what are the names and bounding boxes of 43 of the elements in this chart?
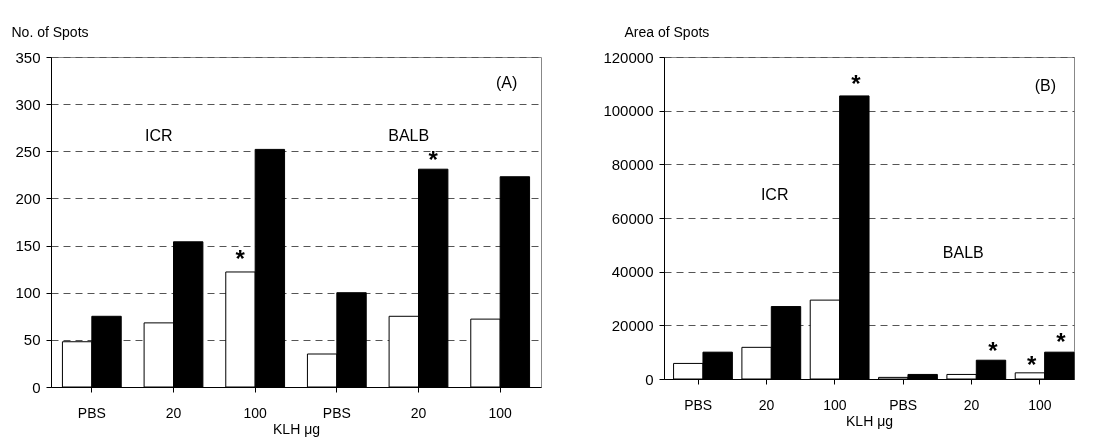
x-tick-label: 20: [758, 396, 775, 413]
x-tick-label: PBS: [77, 404, 106, 421]
y-tick-label: 0: [32, 378, 41, 396]
y-tick-label: 50: [23, 331, 41, 349]
y-tick-label: 250: [15, 142, 41, 160]
x-tick-label: PBS: [684, 396, 713, 413]
x-axis-title: KLH μg: [846, 412, 893, 429]
annotation: BALB: [388, 127, 430, 145]
y-tick-label: 100: [15, 284, 41, 302]
x-tick-label: 100: [488, 404, 513, 421]
x-tick-label: 100: [1028, 396, 1052, 413]
y-tick-label: 150: [15, 237, 41, 255]
y-tick-label: 200: [15, 189, 41, 207]
y-tick-label: 100000: [603, 102, 654, 120]
annotation: *: [851, 69, 862, 97]
x-tick-label: 100: [823, 396, 847, 413]
annotation: *: [1056, 328, 1067, 356]
x-tick-label: 20: [165, 404, 182, 421]
x-tick-label: PBS: [322, 404, 351, 421]
annotation: (A): [496, 74, 518, 92]
annotation: *: [1027, 351, 1038, 379]
y-tick-label: 350: [15, 48, 41, 66]
y-tick-label: 60000: [611, 209, 654, 227]
x-tick-label: 20: [963, 396, 980, 413]
x-tick-label: PBS: [889, 396, 918, 413]
y-tick-label: 20000: [611, 316, 654, 334]
x-axis-title: KLH μg: [273, 420, 320, 437]
y-tick-label: 40000: [611, 263, 654, 281]
annotation: ICR: [145, 127, 173, 145]
y-tick-label: 80000: [611, 155, 654, 173]
y-tick-label: 120000: [603, 48, 654, 66]
annotation: *: [428, 146, 439, 173]
x-tick-label: 100: [243, 404, 268, 421]
x-tick-label: 20: [410, 404, 427, 421]
annotation: (B): [1034, 76, 1056, 94]
y-tick-label: 300: [15, 95, 41, 113]
annotation: BALB: [942, 244, 984, 262]
annotation: *: [988, 336, 999, 364]
y-axis-title: No. of Spots: [11, 23, 89, 40]
annotation: ICR: [760, 186, 789, 204]
y-axis-title: Area of Spots: [624, 23, 710, 40]
annotation: *: [235, 245, 246, 272]
y-tick-label: 0: [645, 370, 654, 388]
